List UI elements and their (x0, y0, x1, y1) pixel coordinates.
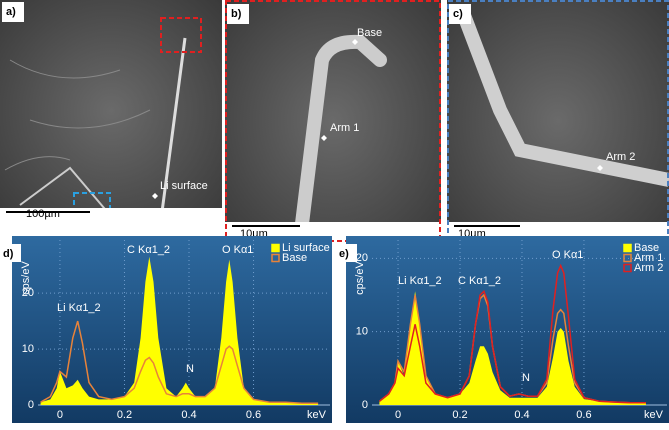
y-tick-label: 0 (362, 399, 368, 411)
scale-bar-label: 100µm (26, 208, 60, 220)
panel-label-bg (337, 244, 357, 262)
x-tick-label: 0.4 (514, 409, 529, 421)
panel-label: d) (3, 248, 14, 260)
peak-label: O Kα1 (222, 244, 253, 256)
legend-swatch (271, 253, 280, 263)
legend-swatch (623, 263, 632, 273)
legend-swatch (623, 243, 632, 253)
x-axis-label: keV (307, 409, 327, 421)
x-tick-label: 0.2 (452, 409, 467, 421)
peak-label: O Kα1 (552, 249, 583, 261)
area (40, 256, 319, 405)
peak-label: C Kα1_2 (458, 275, 501, 287)
annotation: Li surface (160, 180, 208, 192)
y-tick-label: 20 (22, 287, 34, 299)
x-tick-label: 0.6 (246, 409, 261, 421)
y-axis-label: cps/eV (354, 261, 366, 295)
panel-label-bg (1, 244, 21, 262)
y-axis-label: cps/eV (20, 261, 32, 295)
x-tick-label: 0 (57, 409, 63, 421)
legend-label: Base (634, 242, 659, 254)
y-tick-label: 10 (22, 343, 34, 355)
line (40, 320, 319, 405)
sem-image-b (225, 0, 441, 247)
annotation: Arm 1 (330, 122, 359, 134)
y-tick-label: 0 (28, 399, 34, 411)
panel-label-bg (227, 4, 249, 24)
annotation: Base (357, 27, 382, 39)
peak-label: Li Kα1_2 (57, 302, 101, 314)
line (378, 263, 646, 404)
panel-label: a) (6, 6, 16, 18)
marker (152, 193, 158, 199)
marker (352, 39, 358, 45)
y-tick-label: 20 (356, 252, 368, 264)
legend-swatch (623, 253, 632, 263)
peak-label: C Kα1_2 (127, 244, 170, 256)
peak-label: Li Kα1_2 (398, 275, 442, 287)
legend-swatch (271, 243, 280, 253)
legend-label: Arm 2 (634, 262, 663, 274)
peak-label: N (186, 363, 194, 375)
x-tick-label: 0.2 (117, 409, 132, 421)
y-tick-label: 10 (356, 326, 368, 338)
panel-label-bg (2, 2, 24, 22)
x-tick-label: 0 (395, 409, 401, 421)
marker (597, 165, 603, 171)
x-tick-label: 0.4 (181, 409, 196, 421)
sem-image-a (0, 0, 222, 222)
legend-label: Base (282, 252, 307, 264)
area (379, 291, 646, 405)
x-tick-label: 0.6 (576, 409, 591, 421)
legend-label: Li surface (282, 242, 330, 254)
sem-image-c (447, 0, 669, 242)
panel-label: c) (453, 8, 463, 20)
legend-label: Arm 1 (634, 252, 663, 264)
panel-label-bg (449, 4, 471, 24)
marker (321, 135, 327, 141)
annotation: Arm 2 (606, 151, 635, 163)
panel-label: e) (339, 248, 349, 260)
x-axis-label: keV (644, 409, 664, 421)
peak-label: N (522, 372, 530, 384)
panel-label: b) (231, 8, 242, 20)
